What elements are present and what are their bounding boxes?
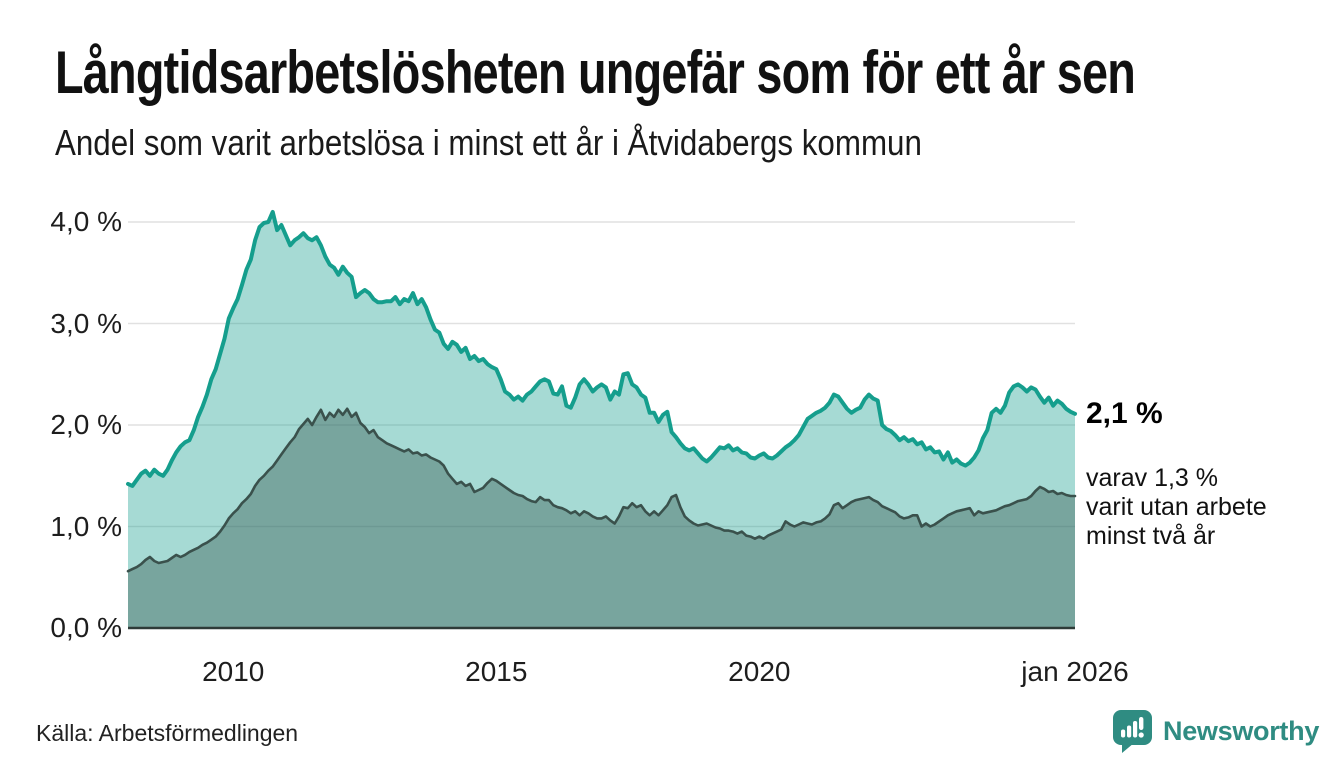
y-tick-label: 2,0 % (50, 409, 122, 440)
annotation-line: minst två år (1086, 522, 1216, 550)
chart-speech-bubble-icon (1113, 710, 1152, 753)
x-tick-label: jan 2026 (1021, 656, 1129, 687)
annotation-line: varav 1,3 % (1086, 464, 1219, 492)
newsworthy-logo: Newsworthy (1112, 708, 1319, 754)
source-attribution: Källa: Arbetsförmedlingen (36, 720, 299, 746)
x-tick-label: 2020 (728, 656, 791, 687)
secondary-annotation: varav 1,3 % varit utan arbete minst två år (1086, 464, 1267, 551)
latest-value-label: 2,1 % (1086, 397, 1163, 430)
y-tick-label: 1,0 % (50, 510, 122, 542)
x-tick-label: 2015 (465, 656, 528, 687)
y-tick-label: 3,0 % (50, 307, 122, 339)
y-tick-label: 0,0 % (50, 612, 122, 643)
annotation-line: varit utan arbete (1086, 493, 1267, 521)
logo-wordmark: Newsworthy (1163, 715, 1320, 746)
x-tick-label: 2010 (202, 656, 265, 687)
chart-subtitle: Andel som varit arbetslösa i minst ett å… (55, 122, 922, 163)
y-tick-label: 4,0 % (50, 206, 122, 237)
page-title: Långtidsarbetslösheten ungefär som för e… (55, 39, 1136, 106)
